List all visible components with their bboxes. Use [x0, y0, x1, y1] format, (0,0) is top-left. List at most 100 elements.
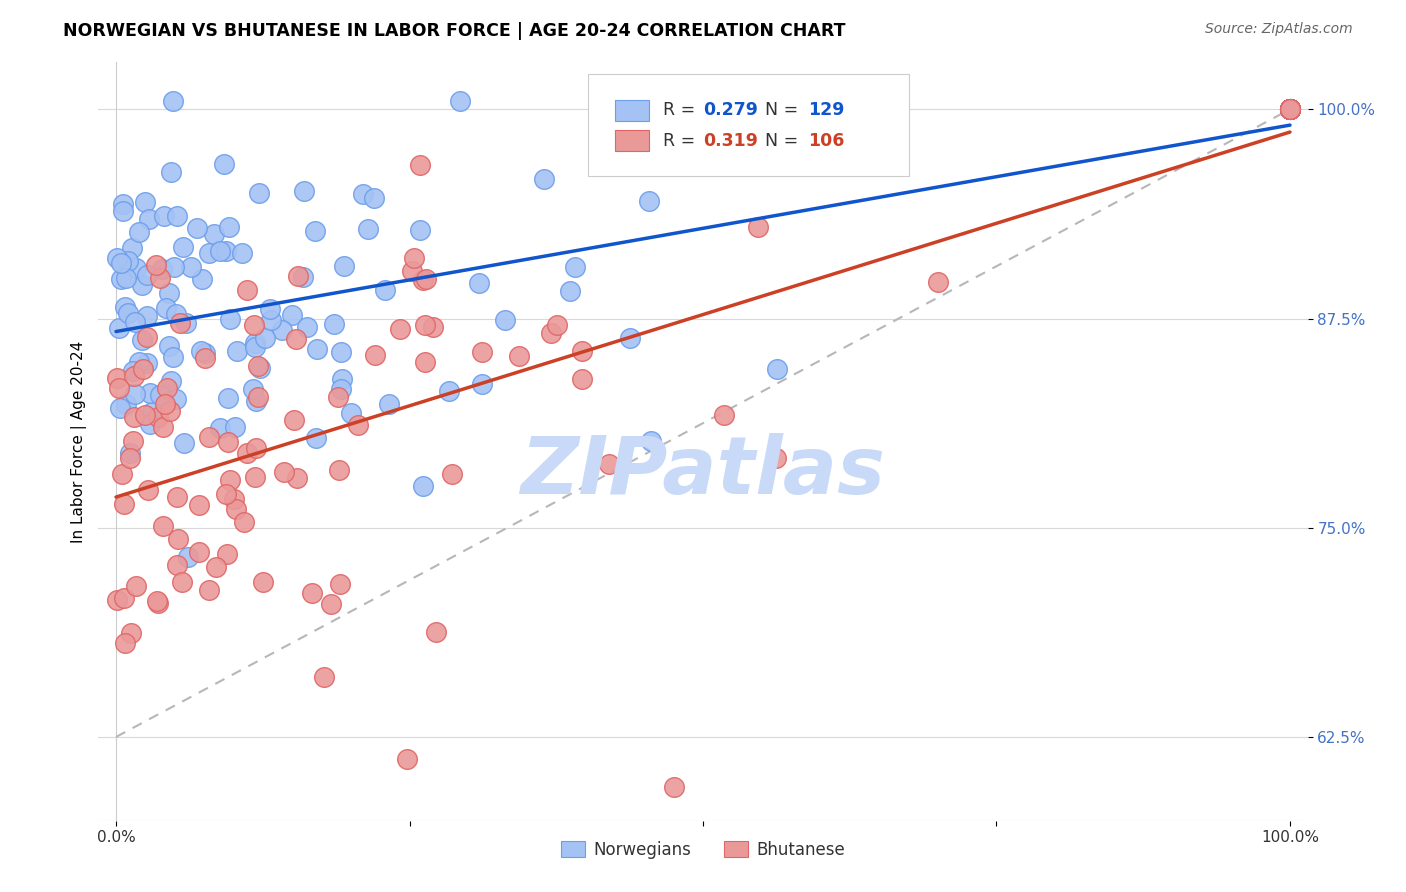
Point	[243, 339, 266, 353]
Point	[218, 220, 240, 235]
Point	[440, 467, 463, 482]
Point	[245, 394, 267, 409]
Text: Source: ZipAtlas.com: Source: ZipAtlas.com	[1205, 22, 1353, 37]
Point	[571, 372, 593, 386]
Point	[437, 384, 460, 398]
Point	[1278, 103, 1301, 117]
Point	[217, 391, 239, 405]
Point	[1278, 103, 1301, 117]
Point	[1278, 103, 1301, 117]
Point	[292, 270, 315, 285]
Point	[236, 283, 259, 297]
Point	[120, 626, 142, 640]
Point	[1278, 103, 1301, 117]
Text: R =: R =	[664, 101, 700, 120]
Point	[287, 268, 309, 283]
Point	[105, 252, 128, 266]
Point	[114, 636, 136, 650]
Point	[193, 346, 215, 360]
Point	[215, 487, 238, 501]
Point	[747, 220, 769, 235]
Point	[180, 260, 202, 275]
Point	[165, 392, 187, 407]
Point	[139, 417, 162, 432]
Point	[110, 272, 132, 286]
Point	[138, 212, 160, 227]
Point	[136, 483, 159, 498]
Point	[117, 253, 139, 268]
Point	[141, 405, 163, 419]
Point	[146, 596, 169, 610]
Point	[412, 479, 434, 493]
Legend: Norwegians, Bhutanese: Norwegians, Bhutanese	[555, 834, 851, 865]
Point	[225, 501, 247, 516]
Point	[468, 277, 491, 291]
Point	[314, 670, 336, 684]
Point	[131, 277, 153, 292]
Point	[766, 362, 789, 376]
Point	[558, 285, 581, 299]
Bar	[614, 130, 648, 151]
Point	[332, 259, 354, 273]
Point	[765, 450, 787, 465]
Point	[165, 308, 187, 322]
Point	[166, 558, 188, 573]
Point	[134, 194, 156, 209]
Point	[339, 407, 361, 421]
Point	[198, 583, 221, 598]
Point	[111, 467, 134, 481]
Point	[236, 446, 259, 460]
Point	[413, 318, 436, 332]
Point	[155, 301, 177, 315]
Point	[401, 264, 423, 278]
Point	[413, 354, 436, 368]
Point	[260, 313, 283, 327]
Point	[122, 364, 145, 378]
Point	[247, 359, 270, 373]
Point	[139, 386, 162, 401]
Point	[108, 401, 131, 416]
Point	[1278, 103, 1301, 117]
Point	[1278, 103, 1301, 117]
Point	[108, 321, 131, 335]
Point	[1278, 103, 1301, 117]
Point	[172, 240, 194, 254]
Point	[209, 421, 232, 435]
Point	[329, 576, 352, 591]
Point	[377, 397, 399, 411]
Point	[124, 579, 146, 593]
Point	[292, 184, 315, 198]
Point	[112, 591, 135, 606]
Point	[598, 458, 620, 472]
Point	[170, 574, 193, 589]
Point	[219, 473, 242, 487]
Point	[409, 158, 432, 172]
Point	[149, 388, 172, 402]
Point	[128, 355, 150, 369]
Point	[1278, 103, 1301, 117]
Point	[330, 345, 353, 359]
Y-axis label: In Labor Force | Age 20-24: In Labor Force | Age 20-24	[72, 341, 87, 542]
Point	[120, 450, 142, 465]
Point	[135, 309, 157, 323]
Point	[173, 436, 195, 450]
Point	[242, 382, 264, 396]
Point	[124, 315, 146, 329]
Point	[408, 223, 430, 237]
Point	[198, 430, 221, 444]
Point	[145, 258, 167, 272]
Point	[270, 323, 292, 337]
Point	[1278, 103, 1301, 117]
Point	[927, 275, 949, 289]
Point	[533, 172, 555, 186]
Point	[208, 244, 231, 259]
Point	[328, 463, 350, 477]
Point	[471, 377, 494, 392]
Point	[215, 244, 238, 259]
Point	[194, 351, 217, 365]
Point	[1278, 103, 1301, 117]
Point	[347, 418, 370, 433]
Point	[145, 594, 167, 608]
Point	[132, 361, 155, 376]
Point	[283, 413, 305, 427]
